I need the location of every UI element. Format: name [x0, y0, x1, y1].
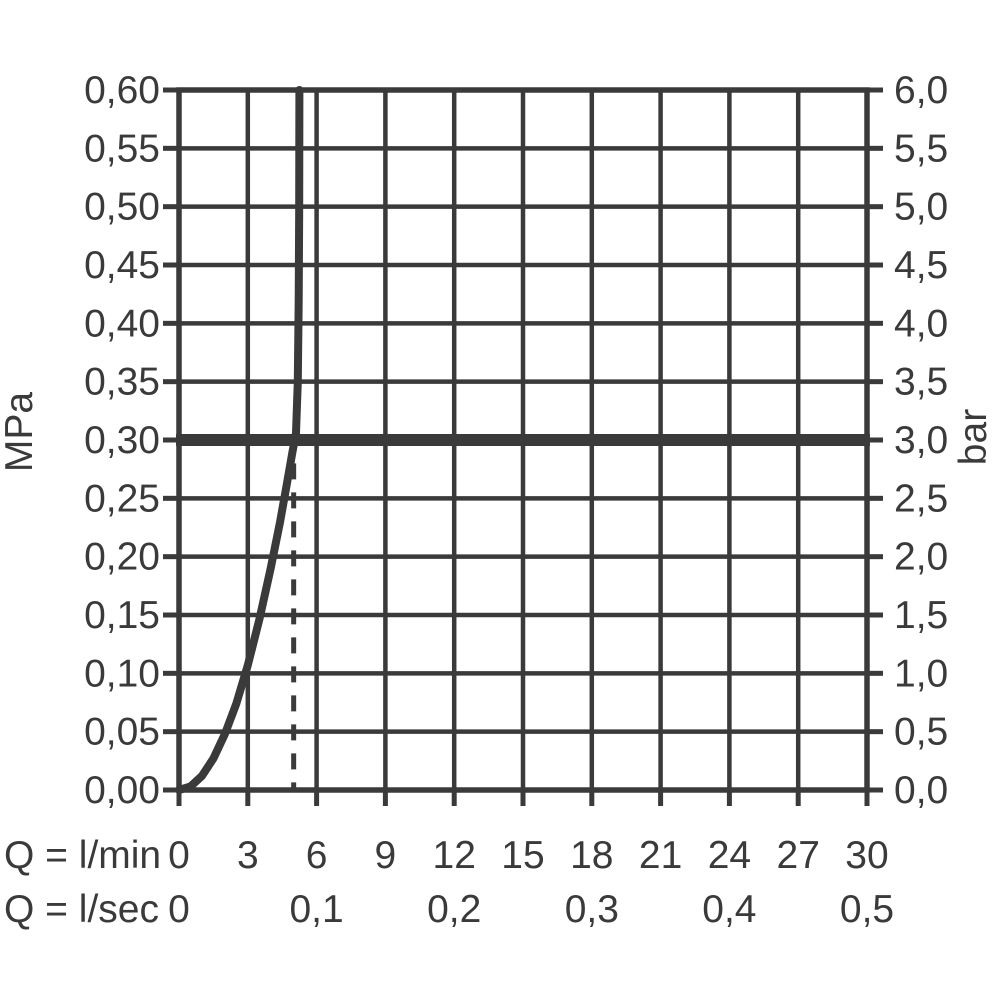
right-tick-label: 5,5	[894, 127, 948, 170]
right-tick-label: 2,5	[894, 477, 948, 520]
x-lsec-tick-label: 0,1	[289, 888, 343, 931]
plot-border	[176, 87, 870, 793]
x-lmin-tick-label: 21	[639, 834, 682, 877]
right-tick-label: 4,5	[894, 244, 948, 287]
left-tick-label: 0,55	[84, 127, 160, 170]
left-tick-label: 0,00	[84, 769, 160, 812]
left-tick-label: 0,60	[84, 69, 160, 112]
x-lsec-tick-label: 0,4	[702, 888, 756, 931]
x-lmin-tick-label: 15	[501, 834, 544, 877]
left-tick-label: 0,45	[84, 244, 160, 287]
right-tick-label: 0,5	[894, 711, 948, 754]
right-tick-label: 5,0	[894, 186, 948, 229]
right-tick-label: 0,0	[894, 769, 948, 812]
left-tick-label: 0,20	[84, 536, 160, 579]
right-tick-label: 3,0	[894, 419, 948, 462]
x-lmin-tick-label: 3	[237, 834, 259, 877]
y-left-unit-label: MPa	[0, 392, 41, 473]
flow-curve	[175, 86, 304, 794]
x-lsec-tick-label: 0,3	[565, 888, 619, 931]
x-lmin-tick-label: 30	[845, 834, 888, 877]
left-tick-label: 0,35	[84, 361, 160, 404]
right-tick-label: 4,0	[894, 302, 948, 345]
right-tick-label: 1,0	[894, 652, 948, 695]
x-lmin-tick-label: 12	[433, 834, 476, 877]
left-tick-label: 0,25	[84, 477, 160, 520]
left-tick-label: 0,50	[84, 186, 160, 229]
x-lmin-tick-label: 9	[375, 834, 397, 877]
x-lmin-tick-label: 27	[777, 834, 820, 877]
right-tick-label: 1,5	[894, 594, 948, 637]
left-tick-label: 0,40	[84, 302, 160, 345]
x-lmin-tick-label: 0	[168, 834, 190, 877]
x-row1-caption: Q = l/min	[4, 834, 161, 877]
x-lsec-tick-label: 0	[168, 888, 190, 931]
left-tick-label: 0,15	[84, 594, 160, 637]
right-tick-label: 3,5	[894, 361, 948, 404]
left-tick-label: 0,30	[84, 419, 160, 462]
x-lmin-tick-label: 24	[708, 834, 751, 877]
right-tick-label: 2,0	[894, 536, 948, 579]
x-lsec-tick-label: 0,2	[427, 888, 481, 931]
x-row2-caption: Q = l/sec	[4, 888, 159, 931]
x-lmin-tick-label: 6	[306, 834, 328, 877]
left-tick-label: 0,05	[84, 711, 160, 754]
y-right-unit-label: bar	[952, 409, 995, 465]
left-tick-label: 0,10	[84, 652, 160, 695]
x-lmin-tick-label: 18	[570, 834, 613, 877]
right-tick-label: 6,0	[894, 69, 948, 112]
x-lsec-tick-label: 0,5	[840, 888, 894, 931]
